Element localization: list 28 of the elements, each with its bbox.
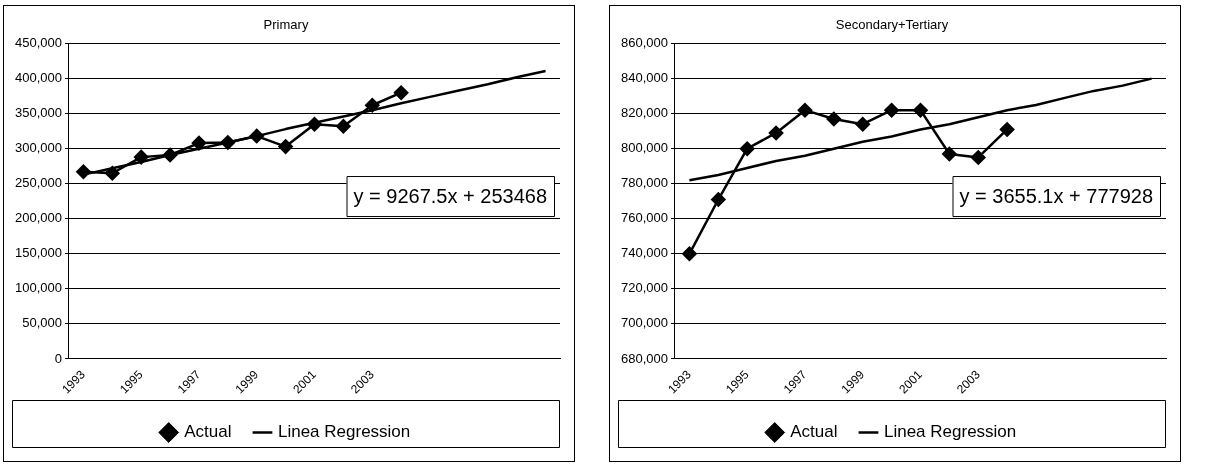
y-tick-label: 450,000: [14, 35, 62, 51]
y-tick-label: 680,000: [620, 350, 668, 366]
legend-label: Actual: [184, 422, 232, 442]
y-tick-label: 840,000: [620, 70, 668, 86]
y-tick-label: 740,000: [620, 245, 668, 261]
y-tick-label: 860,000: [620, 35, 668, 51]
y-tick-label: 200,000: [14, 210, 62, 226]
y-tick-label: 720,000: [620, 280, 668, 296]
chart-title: Primary: [263, 17, 309, 33]
y-tick-label: 780,000: [620, 175, 668, 191]
legend-label: Linea Regression: [883, 422, 1017, 442]
y-tick-label: 350,000: [14, 105, 62, 121]
chart-title: Secondary+Tertiary: [835, 17, 949, 33]
legend-label: Linea Regression: [277, 422, 411, 442]
y-tick-label: 760,000: [620, 210, 668, 226]
y-tick-label: 300,000: [14, 140, 62, 156]
y-tick-label: 100,000: [14, 280, 62, 296]
y-tick-label: 0: [54, 350, 62, 366]
y-tick-label: 800,000: [620, 140, 668, 156]
y-tick-label: 250,000: [14, 175, 62, 191]
y-tick-label: 700,000: [620, 315, 668, 331]
annotation: y = 9267.5x + 253468: [353, 184, 547, 207]
y-tick-label: 820,000: [620, 105, 668, 121]
y-tick-label: 150,000: [14, 245, 62, 261]
annotation: y = 3655.1x + 777928: [959, 184, 1153, 207]
y-tick-label: 50,000: [22, 315, 62, 331]
legend-label: Actual: [790, 422, 838, 442]
y-tick-label: 400,000: [14, 70, 62, 86]
